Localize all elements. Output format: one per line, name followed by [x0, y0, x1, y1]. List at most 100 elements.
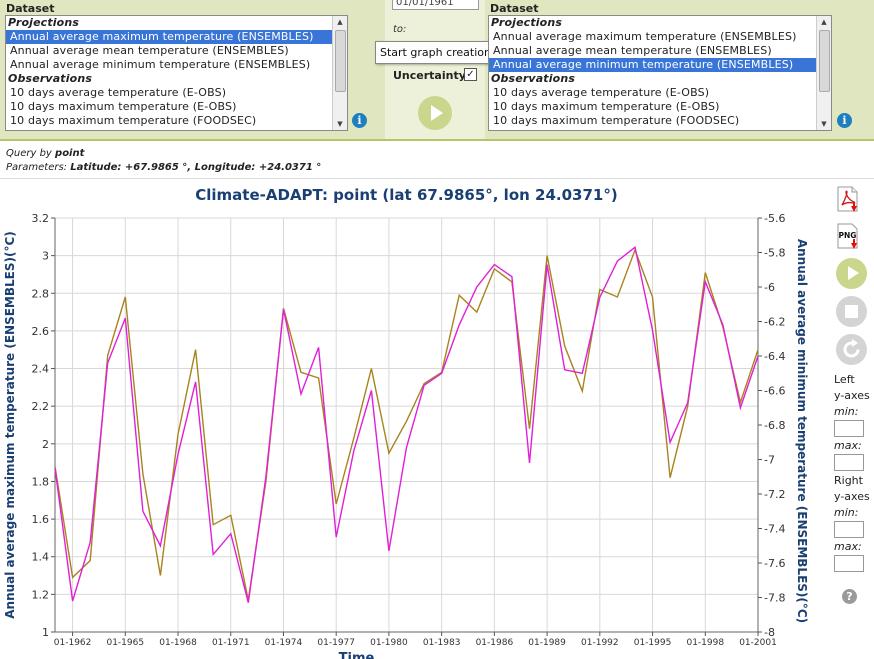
to-date-label: to:	[393, 24, 407, 35]
y-right-axis-title: Annual average minimum temperature (ENSE…	[795, 239, 809, 623]
query-prefix: Query by	[6, 148, 52, 159]
from-date-input[interactable]: 01/01/1961	[392, 0, 479, 10]
y-right-tick-label: -7.6	[764, 557, 785, 570]
y-left-tick-label: 3	[42, 250, 49, 263]
x-tick-label: 01-1968	[159, 638, 197, 648]
x-tick-label: 01-1983	[423, 638, 461, 648]
y-left-tick-label: 1.2	[32, 588, 50, 601]
y-right-tick-label: -7	[764, 454, 775, 467]
left-axes-label: Left	[834, 373, 855, 386]
list-item[interactable]: 10 days maximum temperature (E-OBS)	[10, 100, 237, 113]
y-left-tick-label: 1.4	[32, 551, 50, 564]
left-list-scrollbar[interactable]: ▲ ▼	[332, 16, 347, 130]
png-icon-label: PNG	[839, 231, 857, 240]
stop-animation-button[interactable]	[836, 296, 867, 327]
list-group-header: Projections	[8, 16, 80, 29]
list-item[interactable]: Annual average mean temperature (ENSEMBL…	[493, 44, 772, 57]
x-tick-label: 01-1974	[265, 638, 303, 648]
y-left-tick-label: 3.2	[32, 212, 50, 225]
list-item[interactable]: Annual average minimum temperature (ENSE…	[10, 58, 311, 71]
pdf-download-icon[interactable]	[836, 186, 860, 214]
y-right-tick-label: -5.6	[764, 212, 785, 225]
x-tick-label: 01-1962	[54, 638, 92, 648]
params-label: Parameters:	[6, 162, 68, 173]
right-axes-label: Right	[834, 474, 863, 487]
query-params-line: Parameters: Latitude: +67.9865 °, Longit…	[6, 162, 321, 173]
params-value: Latitude: +67.9865 °, Longitude: +24.037…	[70, 162, 322, 173]
scroll-down-icon[interactable]: ▼	[821, 120, 827, 128]
y-right-tick-label: -6.8	[764, 419, 785, 432]
y-right-tick-label: -6.2	[764, 316, 785, 329]
list-item[interactable]: Annual average mean temperature (ENSEMBL…	[10, 44, 289, 57]
list-item[interactable]: 10 days average temperature (E-OBS)	[10, 86, 227, 99]
list-item[interactable]: Annual average minimum temperature (ENSE…	[489, 58, 816, 72]
right-yaxes-label: y-axes	[834, 490, 870, 503]
x-tick-label: 01-1986	[476, 638, 514, 648]
y-left-tick-label: 1.8	[32, 475, 50, 488]
start-graph-button[interactable]	[418, 96, 452, 130]
list-item[interactable]: 10 days maximum temperature (FOODSEC)	[493, 114, 740, 127]
left-max-label: max:	[834, 439, 862, 452]
right-max-label: max:	[834, 540, 862, 553]
x-tick-label: 01-1998	[686, 638, 724, 648]
list-item[interactable]: 10 days average temperature (E-OBS)	[493, 86, 710, 99]
help-icon[interactable]: ?	[842, 589, 857, 604]
left-dataset-label: Dataset	[6, 2, 55, 15]
list-group-header: Projections	[491, 16, 563, 29]
y-left-tick-label: 2	[42, 438, 49, 451]
y-right-tick-label: -7.2	[764, 488, 785, 501]
scroll-thumb[interactable]	[819, 30, 830, 92]
scroll-thumb[interactable]	[335, 30, 346, 92]
right-min-label: min:	[834, 506, 859, 519]
list-group-header: Observations	[8, 72, 93, 85]
y-left-tick-label: 2.6	[32, 325, 50, 338]
x-tick-label: 01-1965	[106, 638, 144, 648]
x-tick-label: 01-1995	[634, 638, 672, 648]
list-item[interactable]: 10 days maximum temperature (E-OBS)	[493, 100, 720, 113]
reset-button[interactable]	[836, 334, 867, 365]
y-right-tick-label: -5.8	[764, 247, 785, 260]
x-axis-title: Time	[339, 651, 375, 659]
right-max-input[interactable]	[834, 555, 864, 572]
x-tick-label: 01-1992	[581, 638, 619, 648]
right-list-scrollbar[interactable]: ▲ ▼	[816, 16, 831, 130]
y-left-tick-label: 2.4	[32, 363, 50, 376]
right-info-icon[interactable]: i	[837, 113, 852, 128]
uncertainty-checkbox[interactable]: ✓	[464, 68, 477, 81]
y-left-tick-label: 2.8	[32, 287, 50, 300]
left-info-icon[interactable]: i	[352, 113, 367, 128]
x-tick-label: 01-1989	[528, 638, 566, 648]
stop-icon	[845, 305, 858, 318]
y-left-tick-label: 1.6	[32, 513, 50, 526]
right-min-input[interactable]	[834, 521, 864, 538]
scroll-down-icon[interactable]: ▼	[337, 120, 343, 128]
right-dataset-listbox[interactable]: Projections Annual average maximum temper…	[488, 15, 832, 131]
png-download-icon[interactable]: PNG	[836, 223, 860, 251]
left-min-label: min:	[834, 405, 859, 418]
chart-title: Climate-ADAPT: point (lat 67.9865°, lon …	[195, 186, 618, 204]
x-tick-label: 01-2001	[739, 638, 777, 648]
query-mode: point	[55, 148, 85, 159]
list-item[interactable]: Annual average maximum temperature (ENSE…	[493, 30, 797, 43]
refresh-icon	[843, 339, 860, 358]
separator	[0, 178, 874, 179]
y-left-axis-title: Annual average maximum temperature (ENSE…	[3, 231, 17, 619]
left-yaxes-label: y-axes	[834, 389, 870, 402]
y-right-tick-label: -7.8	[764, 592, 785, 605]
y-right-tick-label: -6.4	[764, 350, 785, 363]
y-right-tick-label: -8	[764, 626, 775, 639]
list-group-header: Observations	[491, 72, 576, 85]
scroll-up-icon[interactable]: ▲	[821, 18, 827, 26]
uncertainty-label: Uncertainty	[393, 69, 466, 82]
y-right-tick-label: -6	[764, 281, 775, 294]
play-animation-button[interactable]	[836, 258, 867, 289]
left-dataset-listbox[interactable]: Projections Annual average maximum temper…	[5, 15, 348, 131]
list-item[interactable]: Annual average maximum temperature (ENSE…	[6, 30, 332, 44]
list-item[interactable]: 10 days maximum temperature (FOODSEC)	[10, 114, 257, 127]
y-left-tick-label: 2.2	[32, 400, 50, 413]
left-max-input[interactable]	[834, 454, 864, 471]
y-right-tick-label: -7.4	[764, 523, 785, 536]
scroll-up-icon[interactable]: ▲	[337, 18, 343, 26]
left-min-input[interactable]	[834, 420, 864, 437]
